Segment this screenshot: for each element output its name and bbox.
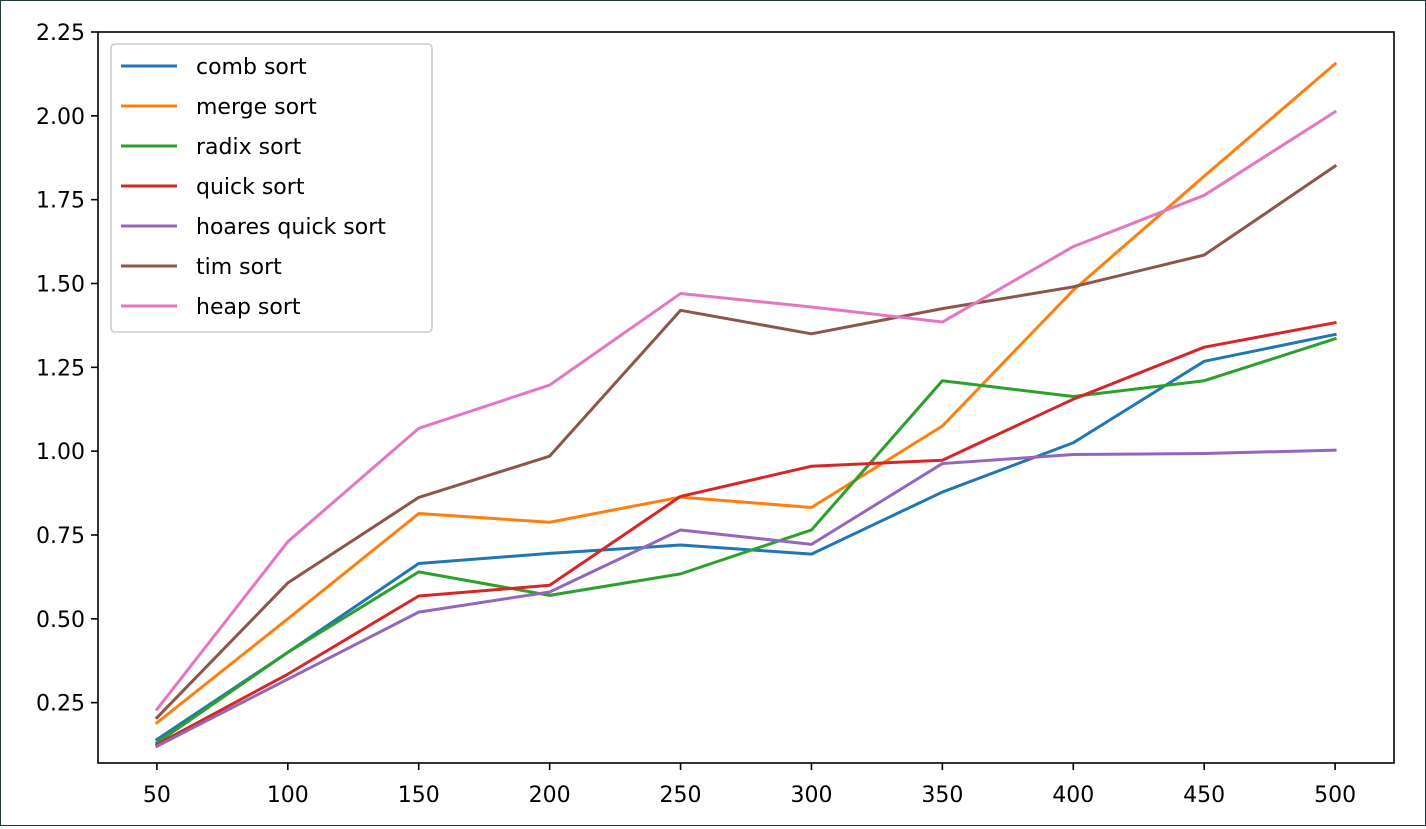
legend-label: tim sort <box>196 255 282 280</box>
y-tick-label: 0.25 <box>36 692 85 717</box>
plot-area-border <box>97 31 1395 764</box>
y-tick-label: 0.50 <box>36 608 85 633</box>
legend-label: radix sort <box>196 135 302 160</box>
x-tick-label: 150 <box>398 783 440 808</box>
series-line-merge-sort <box>154 61 1338 725</box>
series-line-heap-sort <box>154 109 1338 712</box>
y-axis: 0.25 0.50 0.75 1.00 1.25 1.50 1.75 2.00 2.25 <box>36 21 98 717</box>
y-tick-label: 1.25 <box>36 356 85 381</box>
series-line-comb-sort <box>154 332 1337 742</box>
y-tick-label: 0.75 <box>36 524 85 549</box>
legend-box <box>110 43 433 333</box>
y-tick-label: 1.00 <box>36 440 85 465</box>
y-tick-label: 1.75 <box>36 189 85 214</box>
series-line-radix-sort <box>154 336 1337 745</box>
series-line-quick-sort <box>154 320 1337 747</box>
legend-label: hoares quick sort <box>196 215 386 240</box>
axes-frame <box>97 31 1395 764</box>
x-tick-label: 200 <box>529 783 571 808</box>
x-tick-label: 50 <box>143 783 171 808</box>
x-tick-label: 300 <box>790 783 832 808</box>
x-tick-label: 400 <box>1052 783 1094 808</box>
y-tick-label: 2.25 <box>36 21 85 46</box>
legend-label: quick sort <box>196 175 305 200</box>
legend: comb sort merge sort radix sort quick sort h… <box>110 43 433 333</box>
x-tick-label: 100 <box>267 783 309 808</box>
series-line-tim-sort <box>154 164 1338 720</box>
y-tick-label: 2.00 <box>36 105 85 130</box>
x-tick-label: 350 <box>921 783 963 808</box>
legend-label: merge sort <box>196 95 317 120</box>
legend-label: comb sort <box>196 55 307 80</box>
x-tick-label: 450 <box>1183 783 1225 808</box>
y-tick-label: 1.50 <box>36 272 85 297</box>
x-axis: 50 100 150 200 250 300 350 400 450 500 <box>143 763 1356 808</box>
legend-label: heap sort <box>196 295 301 320</box>
series-line-hoares-quick-sort <box>154 448 1337 749</box>
x-tick-label: 500 <box>1314 783 1356 808</box>
series-layer <box>154 61 1338 749</box>
x-tick-label: 250 <box>660 783 702 808</box>
